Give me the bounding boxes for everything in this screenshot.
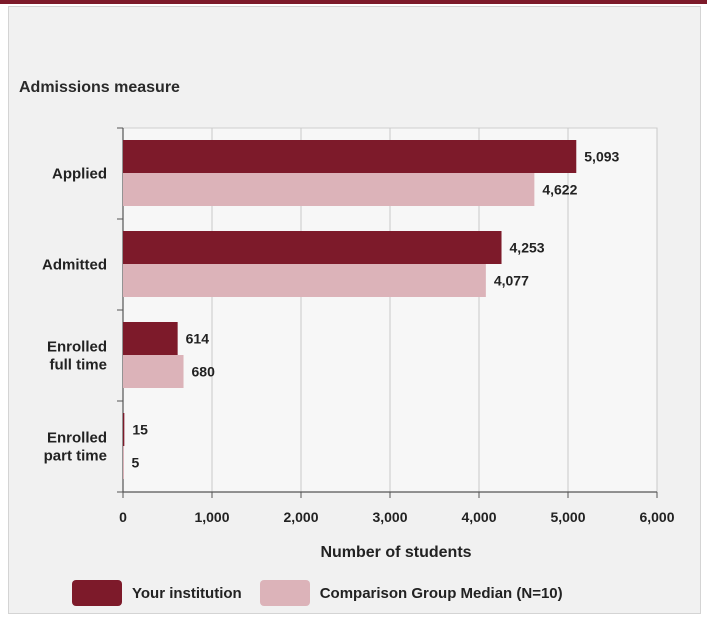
chart-title: Admissions measure bbox=[19, 79, 180, 96]
legend-label-comparison-group: Comparison Group Median (N=10) bbox=[319, 584, 563, 602]
data-label: 4,077 bbox=[494, 273, 529, 289]
header-accent-bar bbox=[0, 0, 707, 4]
bar-comparison-group bbox=[123, 173, 535, 206]
category-label: full time bbox=[49, 357, 107, 374]
bar-comparison-group bbox=[123, 446, 124, 479]
bar-comparison-group bbox=[123, 264, 486, 297]
x-tick-label: 0 bbox=[119, 509, 127, 525]
legend: Your institution Comparison Group Median… bbox=[72, 579, 563, 607]
data-label: 614 bbox=[186, 331, 210, 347]
category-label: Enrolled bbox=[47, 430, 107, 447]
x-tick-label: 2,000 bbox=[283, 509, 318, 525]
category-label: Admitted bbox=[42, 257, 107, 274]
data-label: 5 bbox=[131, 455, 139, 471]
legend-swatch-comparison-group bbox=[259, 580, 310, 606]
bar-your-institution bbox=[123, 322, 178, 355]
bar-your-institution bbox=[123, 231, 502, 264]
data-label: 680 bbox=[192, 364, 216, 380]
category-label: part time bbox=[44, 448, 107, 465]
category-label: Applied bbox=[52, 166, 107, 183]
bar-your-institution bbox=[123, 140, 577, 173]
category-label: Enrolled bbox=[47, 339, 107, 356]
data-label: 4,622 bbox=[542, 182, 577, 198]
x-tick-label: 5,000 bbox=[550, 509, 585, 525]
data-label: 4,253 bbox=[510, 240, 545, 256]
legend-label-your-institution: Your institution bbox=[132, 584, 242, 602]
x-tick-label: 4,000 bbox=[461, 509, 496, 525]
legend-item-comparison-group[interactable]: Comparison Group Median (N=10) bbox=[259, 580, 563, 606]
legend-swatch-your-institution bbox=[72, 580, 122, 606]
bar-your-institution bbox=[123, 413, 125, 446]
x-tick-label: 1,000 bbox=[194, 509, 229, 525]
bar-comparison-group bbox=[123, 355, 184, 388]
legend-item-your-institution[interactable]: Your institution bbox=[72, 580, 242, 606]
data-label: 5,093 bbox=[584, 149, 619, 165]
x-axis-title: Number of students bbox=[320, 544, 471, 561]
x-tick-label: 6,000 bbox=[639, 509, 674, 525]
x-tick-label: 3,000 bbox=[372, 509, 407, 525]
data-label: 15 bbox=[132, 422, 148, 438]
